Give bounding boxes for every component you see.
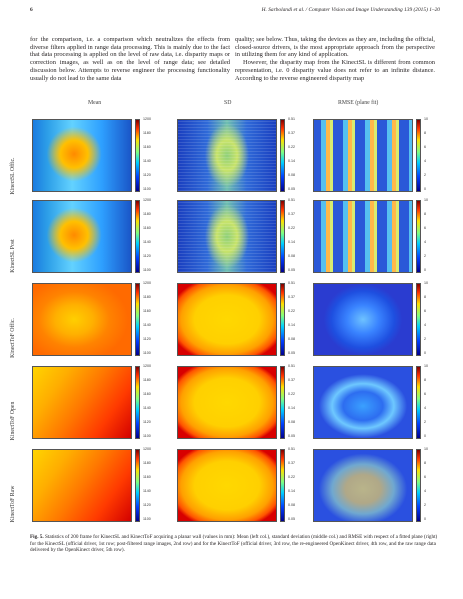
mean-colorbar-ticks-row-4: 1200 1180 1160 1140 1120 1100 <box>143 364 151 438</box>
sd-colorbar-row-5 <box>280 449 285 522</box>
rmse-panel-row-5 <box>313 449 413 522</box>
rmse-colorbar-ticks-row-1: 10 8 6 4 2 0 <box>424 117 428 191</box>
row-label-2: KinectSL Post <box>10 239 16 273</box>
mean-colorbar-ticks-row-1: 1200 1180 1160 1140 1120 1100 <box>143 117 151 191</box>
mean-colorbar-row-5 <box>135 449 140 522</box>
sd-colorbar-row-3 <box>280 283 285 356</box>
sd-colorbar-ticks-row-4: 0.51 0.37 0.22 0.14 0.08 0.05 <box>288 364 295 438</box>
rmse-colorbar-row-1 <box>416 119 421 192</box>
sd-panel-row-5 <box>177 449 277 522</box>
mean-colorbar-ticks-row-3: 1200 1180 1160 1140 1120 1100 <box>143 281 151 355</box>
right-column-paragraph-1: quality; see below. Thus, taking the dev… <box>235 36 435 59</box>
rmse-panel-row-2 <box>313 200 413 273</box>
sd-colorbar-ticks-row-2: 0.51 0.37 0.22 0.14 0.08 0.05 <box>288 198 295 272</box>
caption-label: Fig. 5. <box>30 534 44 540</box>
column-header-mean: Mean <box>88 100 102 106</box>
row-label-5: KinectToF Raw <box>10 485 16 523</box>
mean-colorbar-row-3 <box>135 283 140 356</box>
row-label-3: KinectToF Offic. <box>10 318 16 358</box>
mean-panel-row-3 <box>32 283 132 356</box>
page-number: 6 <box>30 7 33 13</box>
mean-panel-row-1 <box>32 119 132 192</box>
rmse-colorbar-ticks-row-2: 10 8 6 4 2 0 <box>424 198 428 272</box>
rmse-colorbar-row-4 <box>416 366 421 439</box>
right-column: quality; see below. Thus, taking the dev… <box>235 36 435 82</box>
sd-panel-row-1 <box>177 119 277 192</box>
left-column: for the comparison, i.e. a comparison wh… <box>30 36 230 82</box>
rmse-panel-row-1 <box>313 119 413 192</box>
rmse-colorbar-ticks-row-3: 10 8 6 4 2 0 <box>424 281 428 355</box>
sd-panel-row-3 <box>177 283 277 356</box>
sd-panel-row-2 <box>177 200 277 273</box>
page-header: 6 H. Sarbolandi et al. / Computer Vision… <box>30 7 440 17</box>
sd-colorbar-row-1 <box>280 119 285 192</box>
mean-colorbar-row-4 <box>135 366 140 439</box>
mean-colorbar-row-2 <box>135 200 140 273</box>
sd-colorbar-row-4 <box>280 366 285 439</box>
rmse-panel-row-4 <box>313 366 413 439</box>
right-column-paragraph-2: However, the disparity map from the Kine… <box>235 59 435 82</box>
left-column-text: for the comparison, i.e. a comparison wh… <box>30 36 230 82</box>
figure-caption: Fig. 5. Statistics of 200 frame for Kine… <box>30 534 440 554</box>
rmse-colorbar-row-2 <box>416 200 421 273</box>
caption-text: Statistics of 200 frame for KinectSL and… <box>30 534 438 554</box>
mean-panel-row-4 <box>32 366 132 439</box>
row-label-4: KinectToF Open <box>10 401 16 441</box>
sd-panel-row-4 <box>177 366 277 439</box>
mean-colorbar-ticks-row-2: 1200 1180 1160 1140 1120 1100 <box>143 198 151 272</box>
mean-colorbar-row-1 <box>135 119 140 192</box>
rmse-colorbar-ticks-row-4: 10 8 6 4 2 0 <box>424 364 428 438</box>
column-header-sd: SD <box>224 100 232 106</box>
rmse-panel-row-3 <box>313 283 413 356</box>
sd-colorbar-row-2 <box>280 200 285 273</box>
running-title: H. Sarbolandi et al. / Computer Vision a… <box>261 7 440 13</box>
mean-panel-row-2 <box>32 200 132 273</box>
mean-colorbar-ticks-row-5: 1200 1180 1160 1140 1120 1100 <box>143 447 151 521</box>
rmse-colorbar-row-3 <box>416 283 421 356</box>
mean-panel-row-5 <box>32 449 132 522</box>
sd-colorbar-ticks-row-5: 0.51 0.37 0.22 0.14 0.08 0.05 <box>288 447 295 521</box>
rmse-colorbar-row-5 <box>416 449 421 522</box>
sd-colorbar-ticks-row-1: 0.51 0.37 0.22 0.14 0.08 0.05 <box>288 117 295 191</box>
sd-colorbar-ticks-row-3: 0.51 0.37 0.22 0.14 0.08 0.05 <box>288 281 295 355</box>
column-header-rmse: RMSE (plane fit) <box>338 100 379 106</box>
row-label-1: KinectSL Offic. <box>10 157 16 195</box>
rmse-colorbar-ticks-row-5: 10 8 6 4 2 0 <box>424 447 428 521</box>
